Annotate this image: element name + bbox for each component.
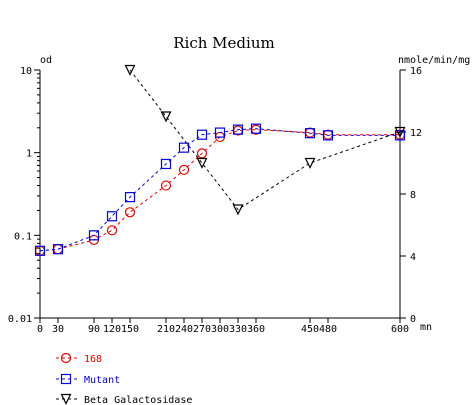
right-axis-tick-label: 4: [410, 252, 416, 263]
x-axis-tick-label: 600: [391, 324, 409, 335]
axes: 10 1 0.1 0.01 16 12 8 4 0 0 30 90 120 150 210 240 270 300…: [8, 66, 422, 335]
legend-marker: [60, 373, 72, 385]
legend: 168 Mutant Beta Galactosidase: [56, 352, 192, 405]
series-line: [39, 129, 400, 252]
x-axis-tick-label: 450: [301, 324, 319, 335]
data-point: [106, 225, 118, 236]
data-point: [160, 158, 172, 170]
data-point: [232, 204, 244, 216]
data-point: [124, 192, 136, 203]
data-point: [160, 180, 172, 191]
data-point: [394, 130, 406, 141]
data-point: [124, 64, 136, 76]
left-axis-label: od: [40, 55, 52, 66]
series-layer: [34, 64, 406, 256]
data-point: [160, 111, 172, 123]
x-axis-tick-label: 30: [52, 324, 64, 335]
x-axis-tick-label: 120: [103, 324, 121, 335]
x-axis-unit: mn: [420, 322, 432, 333]
series-square: [34, 123, 406, 256]
legend-label: 168: [84, 354, 102, 365]
x-axis-tick-label: 240: [175, 324, 193, 335]
x-axis-tick-label: 480: [319, 324, 337, 335]
legend-marker: [60, 393, 72, 405]
data-point: [304, 128, 316, 139]
x-axis-tick-label: 330: [229, 324, 247, 335]
legend-label: Mutant: [84, 375, 120, 386]
data-point: [178, 142, 190, 153]
data-point: [304, 157, 316, 169]
data-point: [34, 245, 46, 256]
data-point: [322, 130, 334, 141]
x-axis-tick-label: 210: [157, 324, 175, 335]
left-axis-tick-label: 0.01: [8, 314, 32, 325]
right-axis-tick-label: 8: [410, 190, 416, 201]
x-axis-tick-label: 360: [247, 324, 265, 335]
chart-title: Rich Medium: [173, 34, 274, 52]
x-axis-tick-label: 0: [37, 324, 43, 335]
x-axis-tick-label: 150: [121, 324, 139, 335]
left-axis-tick-label: 0.1: [14, 231, 32, 242]
legend-marker: [60, 352, 72, 364]
data-point: [106, 211, 118, 222]
data-point: [196, 157, 208, 169]
data-point: [178, 164, 190, 175]
data-point: [196, 129, 208, 140]
left-axis-tick-label: 10: [20, 66, 32, 77]
x-axis-tick-label: 90: [88, 324, 100, 335]
data-point: [394, 126, 406, 138]
series-triangle-down: [124, 64, 406, 216]
data-point: [214, 127, 226, 138]
x-axis-tick-label: 300: [211, 324, 229, 335]
left-axis-tick-label: 1: [26, 149, 32, 160]
series-line: [129, 69, 401, 211]
legend-label: Beta Galactosidase: [84, 395, 192, 405]
x-axis-tick-label: 270: [193, 324, 211, 335]
data-point: [52, 244, 64, 255]
series-circle: [34, 124, 406, 256]
data-point: [88, 230, 100, 241]
data-point: [232, 124, 244, 135]
series-line: [39, 128, 400, 252]
right-axis-label: nmole/min/mg: [398, 55, 470, 66]
right-axis-tick-label: 16: [410, 66, 422, 77]
data-point: [250, 123, 262, 134]
right-axis-tick-label: 12: [410, 128, 422, 139]
data-point: [196, 148, 208, 159]
right-axis-tick-label: 0: [410, 314, 416, 325]
data-point: [124, 207, 136, 218]
